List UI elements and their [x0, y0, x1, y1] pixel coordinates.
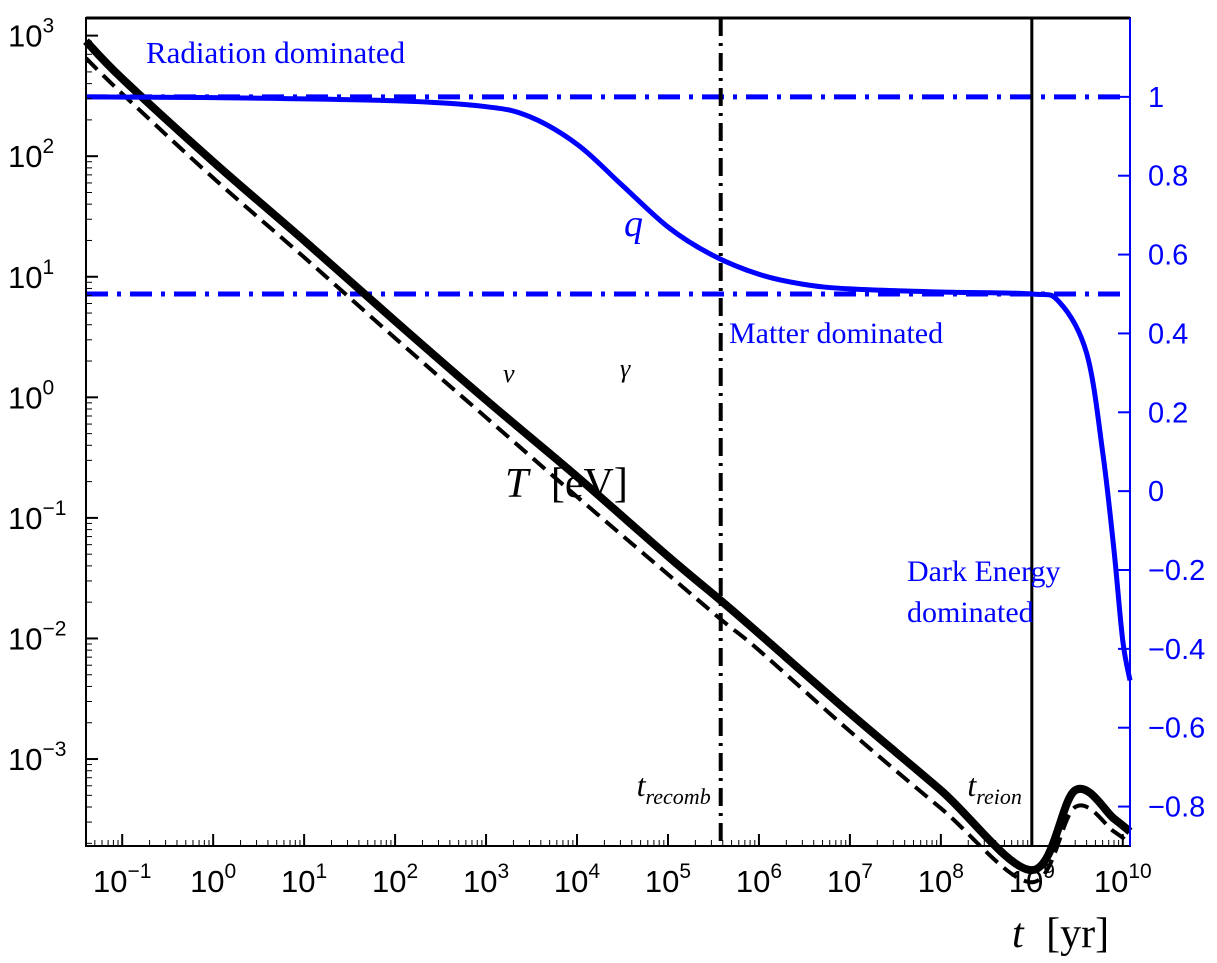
y-left-tick-label-6: 10−3 [8, 738, 66, 777]
y-right-tick-label-4: 0.2 [1148, 397, 1188, 429]
x-tick-exp: 8 [952, 860, 964, 883]
x-tick-base: 10 [554, 864, 588, 899]
x-tick-label-6: 105 [645, 860, 691, 899]
x-tick-base: 10 [645, 864, 679, 899]
gamma-series-label: γ [620, 354, 631, 383]
x-tick-base: 10 [1009, 864, 1043, 899]
x-tick-label-8: 107 [827, 860, 873, 899]
x-tick-exp: 0 [225, 860, 237, 883]
x-tick-exp: 2 [406, 860, 418, 883]
y-tick-base: 10 [8, 501, 42, 536]
temperature-label: T [eV] [505, 461, 628, 507]
x-tick-exp: 5 [679, 860, 691, 883]
y-right-tick-label-5: 0 [1148, 476, 1164, 508]
x-tick-base: 10 [372, 864, 406, 899]
x-tick-exp: 9 [1043, 860, 1055, 883]
x-tick-base: 10 [736, 864, 770, 899]
x-tick-base: 10 [463, 864, 497, 899]
x-tick-exp: −1 [127, 860, 151, 883]
x-tick-label-10: 109 [1009, 860, 1055, 899]
y-left-tick-label-2: 101 [8, 256, 54, 295]
temperature-unit: [eV] [551, 461, 628, 507]
temperature-var: T [505, 461, 531, 507]
y-tick-base: 10 [8, 19, 42, 54]
x-axis-var: t [1012, 911, 1025, 957]
y-right-tick-label-9: −0.8 [1148, 792, 1205, 824]
x-tick-exp: 6 [770, 860, 782, 883]
x-tick-label-11: 1010 [1094, 860, 1152, 899]
x-tick-base: 10 [281, 864, 315, 899]
x-tick-base: 10 [827, 864, 861, 899]
deceleration-q-line [85, 94, 1133, 681]
neutrino-temperature-line [84, 56, 1132, 885]
dark-energy-label-line1: Dark Energy [907, 555, 1061, 588]
y-tick-exp: 3 [42, 15, 54, 38]
axes-group: 10−1 100 101 102 103 104 105 106 107 108 109 101010… [8, 15, 1205, 899]
y-left-tick-label-1: 102 [8, 135, 54, 174]
y-tick-base: 10 [8, 621, 42, 656]
x-tick-label-2: 101 [281, 860, 327, 899]
ref-label-reion: treion [967, 767, 1022, 809]
y-tick-exp: 0 [42, 376, 54, 399]
y-right-tick-label-2: 0.6 [1148, 240, 1188, 272]
x-tick-label-7: 106 [736, 860, 782, 899]
y-tick-base: 10 [8, 380, 42, 415]
x-tick-base: 10 [93, 864, 127, 899]
photon-temperature-line [83, 38, 1133, 875]
y-tick-base: 10 [8, 742, 42, 777]
ref-label-main: t [637, 767, 647, 803]
y-tick-exp: −1 [42, 497, 66, 520]
x-axis-unit: [yr] [1046, 911, 1109, 957]
dark-energy-label-line2: dominated [907, 596, 1034, 629]
y-right-tick-label-0: 1 [1148, 82, 1164, 114]
x-tick-exp: 3 [497, 860, 509, 883]
x-tick-exp: 7 [861, 860, 873, 883]
x-tick-base: 10 [918, 864, 952, 899]
x-tick-label-3: 102 [372, 860, 418, 899]
series-group [83, 38, 1133, 885]
y-tick-exp: −3 [42, 738, 66, 761]
ref-label-sub: reion [976, 784, 1022, 809]
y-right-tick-label-8: −0.6 [1148, 713, 1205, 745]
y-left-tick-label-0: 103 [8, 15, 54, 54]
y-tick-exp: −2 [42, 617, 66, 640]
x-tick-base: 10 [190, 864, 224, 899]
x-tick-label-1: 100 [190, 860, 236, 899]
x-tick-exp: 10 [1128, 860, 1151, 883]
x-tick-base: 10 [1094, 864, 1128, 899]
q-series-label: q [624, 203, 643, 245]
y-tick-exp: 2 [42, 135, 54, 158]
y-right-tick-label-7: −0.4 [1148, 634, 1205, 666]
y-left-tick-label-4: 10−1 [8, 497, 66, 536]
ref-label-main: t [967, 767, 977, 803]
x-tick-exp: 4 [588, 860, 600, 883]
y-left-tick-label-3: 100 [8, 376, 54, 415]
nu-series-label: ν [503, 359, 515, 388]
y-right-tick-label-6: −0.2 [1148, 555, 1205, 587]
y-left-tick-label-5: 10−2 [8, 617, 66, 656]
x-tick-label-4: 103 [463, 860, 509, 899]
x-axis-label: t [yr] [1012, 911, 1109, 957]
y-tick-base: 10 [8, 260, 42, 295]
ref-label-recomb: trecomb [637, 767, 711, 809]
y-right-tick-label-3: 0.4 [1148, 318, 1188, 350]
radiation-dominated-label: Radiation dominated [146, 35, 406, 70]
x-tick-label-5: 104 [554, 860, 600, 899]
x-tick-label-0: 10−1 [93, 860, 151, 899]
y-tick-base: 10 [8, 139, 42, 174]
ref-label-sub: recomb [646, 784, 711, 809]
matter-dominated-label: Matter dominated [729, 317, 943, 350]
y-tick-exp: 1 [42, 256, 54, 279]
x-tick-label-9: 108 [918, 860, 964, 899]
x-tick-exp: 1 [316, 860, 328, 883]
y-right-tick-label-1: 0.8 [1148, 161, 1188, 193]
plot-area [86, 18, 1130, 846]
